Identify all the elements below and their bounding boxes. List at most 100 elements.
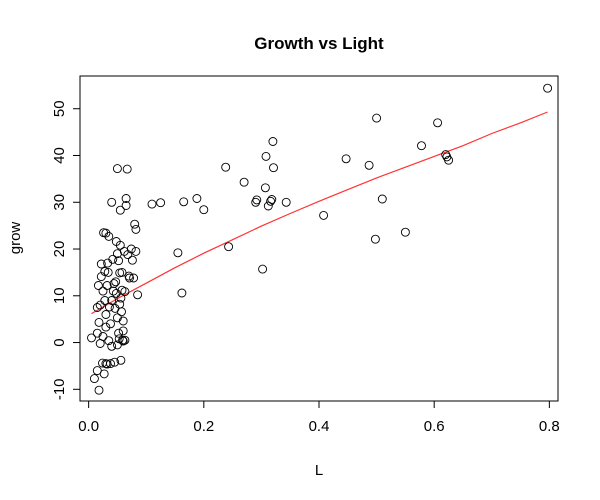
data-point — [400, 227, 410, 237]
data-point — [94, 317, 104, 327]
data-point — [117, 267, 127, 277]
data-point — [116, 355, 126, 365]
data-point — [221, 162, 231, 172]
data-point — [433, 118, 443, 128]
x-tick-label: 0.8 — [539, 418, 560, 435]
data-point — [117, 307, 126, 317]
data-point — [372, 113, 382, 123]
data-point — [100, 267, 110, 276]
y-tick-label: 40 — [51, 147, 68, 164]
data-point — [199, 205, 209, 215]
data-point — [319, 210, 329, 220]
data-point — [101, 310, 111, 319]
data-point — [133, 290, 143, 300]
x-axis-label: L — [315, 462, 323, 479]
data-point — [131, 224, 141, 234]
data-point — [104, 231, 114, 241]
y-axis-label: grow — [7, 222, 24, 255]
data-point — [118, 326, 128, 336]
data-point — [104, 336, 114, 346]
data-point — [120, 287, 130, 297]
data-point — [122, 164, 132, 174]
data-point — [260, 183, 270, 193]
data-point — [108, 254, 118, 264]
data-point — [92, 303, 102, 312]
data-point — [102, 281, 112, 290]
data-point — [252, 195, 262, 205]
data-point — [104, 302, 114, 312]
plot-frame — [79, 75, 559, 402]
data-point — [87, 333, 96, 343]
data-point — [120, 335, 130, 345]
data-points — [87, 83, 553, 395]
data-point — [177, 288, 187, 298]
data-point — [112, 313, 122, 323]
data-point — [111, 288, 121, 298]
data-point — [121, 194, 131, 203]
data-point — [268, 137, 278, 146]
y-tick-label: 30 — [51, 194, 68, 211]
data-point — [125, 273, 134, 283]
data-point — [267, 195, 277, 204]
data-point — [341, 154, 351, 164]
data-point — [258, 264, 268, 274]
data-point — [111, 277, 121, 287]
data-point — [101, 228, 111, 238]
y-tick-label: 20 — [51, 241, 68, 258]
x-tick-label: 0.2 — [193, 418, 214, 435]
data-point — [129, 273, 139, 283]
data-point — [95, 300, 105, 310]
data-point — [110, 357, 120, 367]
x-tick-label: 0.6 — [424, 418, 445, 435]
data-point — [118, 316, 128, 326]
data-point — [147, 199, 157, 209]
y-tick-label: -10 — [51, 378, 68, 400]
x-tick-label: 0.4 — [309, 418, 330, 435]
data-point — [377, 194, 387, 204]
data-point — [130, 219, 140, 229]
data-point — [94, 385, 104, 395]
data-point — [269, 163, 278, 173]
x-axis: 0.0 0.2 0.4 0.6 0.8 — [78, 400, 560, 435]
data-point — [93, 281, 103, 290]
data-point — [266, 196, 276, 206]
y-tick-label: 50 — [51, 100, 68, 117]
data-point — [107, 197, 117, 207]
data-point — [115, 205, 125, 215]
data-point — [99, 369, 109, 379]
y-tick-label: 0 — [51, 338, 68, 346]
data-point — [89, 374, 99, 384]
data-point — [98, 332, 108, 341]
data-point — [127, 255, 137, 265]
data-point — [173, 248, 183, 258]
data-point — [115, 240, 125, 250]
chart-title: Growth vs Light — [254, 34, 384, 53]
data-point — [101, 322, 111, 332]
data-point — [192, 194, 202, 203]
data-point — [417, 141, 426, 151]
data-point — [131, 246, 141, 256]
data-point — [103, 267, 113, 277]
data-point — [112, 164, 122, 174]
data-point — [364, 160, 374, 170]
data-point — [106, 359, 115, 369]
data-point — [444, 155, 454, 165]
data-point — [107, 341, 117, 351]
data-point — [281, 197, 291, 207]
data-point — [156, 198, 166, 208]
fit-line — [91, 111, 548, 315]
data-point — [239, 177, 249, 187]
data-point — [118, 335, 128, 345]
data-point — [109, 279, 119, 289]
data-point — [108, 286, 118, 296]
data-point — [370, 234, 380, 244]
data-point — [123, 250, 133, 260]
x-tick-label: 0.0 — [78, 418, 99, 435]
data-point — [114, 256, 124, 266]
data-point — [100, 296, 110, 305]
data-point — [118, 336, 128, 346]
data-point — [121, 201, 131, 210]
y-axis: -10 0 10 20 30 40 50 — [51, 100, 81, 400]
data-point — [98, 286, 108, 296]
